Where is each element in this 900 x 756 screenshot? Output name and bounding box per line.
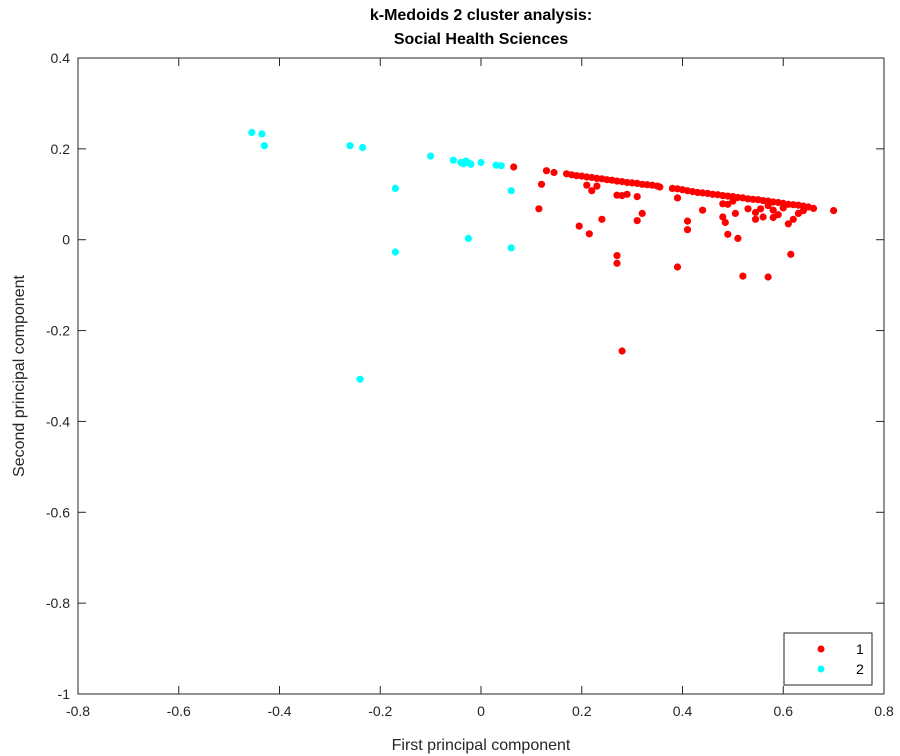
y-tick-label: -1 (58, 686, 71, 702)
series-1-point (575, 222, 583, 230)
series-1-point (799, 207, 808, 215)
series-2-point (507, 244, 515, 252)
series-1-point (719, 213, 727, 221)
x-axis-tick-labels: -0.8 -0.6 -0.4 -0.2 0 0.2 0.4 0.6 0.8 (66, 703, 894, 719)
y-axis-tick-labels: -1 -0.8 -0.6 -0.4 -0.2 0 0.2 0.4 (46, 50, 70, 702)
y-tick-label: -0.4 (46, 413, 70, 429)
series-1-point (673, 263, 682, 271)
series-1-point (809, 204, 818, 212)
axis-ticks (77, 57, 885, 695)
y-tick-label: -0.2 (46, 323, 70, 339)
series-2-point (248, 128, 256, 137)
series-1-point (729, 197, 737, 205)
series-2-point (427, 152, 435, 160)
series-1-point (744, 205, 752, 213)
series-1-point (613, 259, 621, 267)
x-tick-label: -0.4 (267, 703, 291, 719)
x-tick-label: -0.8 (66, 703, 90, 719)
x-tick-label: -0.2 (368, 703, 392, 719)
y-tick-label: -0.8 (46, 595, 70, 611)
series-2-point (449, 156, 457, 164)
series-1-point (683, 226, 692, 234)
series-1-point (633, 217, 641, 225)
legend-label-series-2: 2 (856, 661, 864, 677)
series-1-point (759, 213, 767, 221)
series-1-point (789, 215, 797, 223)
series-2-point (391, 184, 399, 192)
series-1-point (673, 194, 682, 202)
series-1-point (618, 347, 626, 355)
series-1-point (583, 181, 591, 189)
series-1-point (623, 190, 631, 198)
series-1-point (721, 218, 729, 227)
series-1-point (683, 217, 692, 225)
series-1-point (784, 220, 792, 228)
series-1-point (613, 252, 621, 260)
x-tick-label: 0.2 (572, 703, 592, 719)
chart-title-line-1: k-Medoids 2 cluster analysis: (370, 7, 592, 24)
series-1-point (598, 215, 606, 223)
series-1-point (830, 207, 838, 215)
series-2-point (258, 130, 266, 138)
series-1-point (585, 230, 593, 238)
y-tick-label: -0.6 (46, 504, 70, 520)
series-1-point (510, 163, 518, 171)
series-1-point (542, 167, 551, 175)
series-1-point (638, 209, 646, 217)
series-1-point (769, 206, 777, 214)
series-1-point (779, 204, 787, 212)
series-2-points (248, 128, 515, 383)
series-1-point (593, 182, 601, 190)
series-1-point (774, 211, 782, 219)
series-1-point (724, 230, 732, 238)
series-1-point (656, 183, 664, 191)
x-tick-label: 0.6 (774, 703, 794, 719)
series-1-point (588, 187, 596, 195)
series-1-point (633, 193, 641, 201)
series-1-point (787, 250, 795, 258)
legend-marker-series-2 (817, 665, 825, 673)
legend: 1 2 (783, 632, 873, 686)
series-1-point (537, 180, 546, 188)
series-2-point (356, 375, 364, 383)
series-1-point (699, 206, 707, 214)
plot-area (77, 57, 885, 695)
y-tick-label: 0.2 (51, 141, 71, 157)
series-1-points (510, 163, 838, 355)
series-1-point (751, 208, 760, 217)
series-2-point (467, 160, 475, 168)
series-2-point (497, 162, 505, 170)
series-2-point (359, 143, 367, 152)
series-1-point (739, 272, 747, 280)
series-2-point (477, 158, 485, 167)
chart-title-line-2: Social Health Sciences (394, 31, 568, 48)
x-tick-label: 0.4 (673, 703, 693, 719)
legend-box (783, 632, 873, 686)
series-2-point (260, 142, 268, 150)
series-1-point (764, 273, 772, 281)
series-1-point (764, 202, 772, 210)
series-2-point (391, 248, 399, 256)
y-axis-label: Second principal component (11, 274, 28, 476)
series-2-point (464, 234, 472, 242)
series-2-point (507, 187, 515, 195)
x-tick-label: 0 (477, 703, 485, 719)
series-2-point (346, 142, 354, 150)
series-1-point (757, 205, 765, 213)
series-1-point (751, 215, 760, 223)
x-axis-label: First principal component (392, 737, 571, 754)
series-1-point (734, 234, 742, 242)
series-1-point (535, 205, 543, 213)
series-1-point (550, 168, 558, 177)
x-tick-label: -0.6 (167, 703, 191, 719)
series-1-point (731, 209, 740, 217)
legend-label-series-1: 1 (856, 641, 864, 657)
y-tick-label: 0 (62, 232, 70, 248)
legend-marker-series-1 (817, 645, 825, 653)
data-points (248, 128, 838, 383)
x-tick-label: 0.8 (874, 703, 894, 719)
y-tick-label: 0.4 (51, 50, 71, 66)
